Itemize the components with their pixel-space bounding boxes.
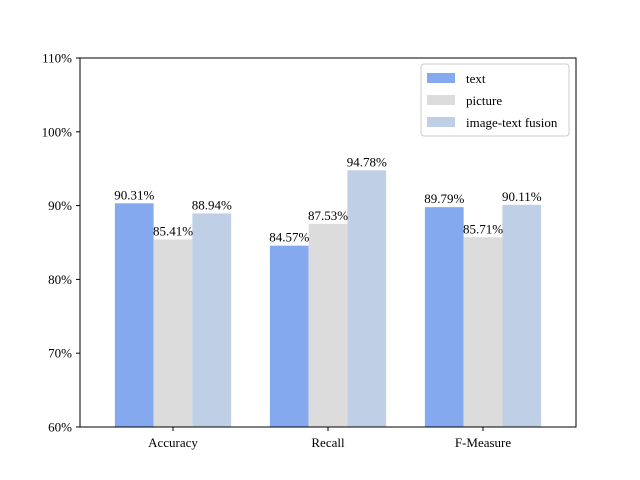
- y-tick-label: 90%: [48, 198, 72, 213]
- bar-value-label: 88.94%: [192, 197, 232, 212]
- bar-labels-layer: 90.31% 85.41% 88.94% 84.57% 87.53% 94.78% 89.7…: [114, 154, 542, 244]
- legend-label: image-text fusion: [466, 115, 558, 130]
- bar-value-label: 85.41%: [153, 223, 193, 238]
- bar-value-label: 94.78%: [347, 154, 387, 169]
- bar-value-label: 89.79%: [424, 191, 464, 206]
- y-tick-label: 70%: [48, 346, 72, 361]
- bar-value-label: 87.53%: [308, 208, 348, 223]
- bar-text-f-measure: [424, 207, 464, 427]
- legend-label: picture: [466, 93, 502, 108]
- legend-swatch: [427, 73, 455, 83]
- bar-picture-accuracy: [153, 239, 193, 427]
- y-tick-label: 60%: [48, 420, 72, 435]
- bar-value-label: 85.71%: [463, 221, 503, 236]
- bar-image-text-fusion-recall: [347, 170, 387, 427]
- bar-picture-f-measure: [463, 237, 503, 427]
- legend-swatch: [427, 117, 455, 127]
- legend-box: [420, 63, 570, 137]
- y-tick-label: 110%: [42, 51, 72, 66]
- bar-image-text-fusion-f-measure: [502, 204, 542, 427]
- bar-picture-recall: [308, 223, 348, 427]
- x-tick-label: Recall: [311, 435, 345, 450]
- bar-value-label: 90.31%: [114, 187, 154, 202]
- y-tick-label: 100%: [42, 124, 73, 139]
- bar-text-accuracy: [114, 203, 154, 427]
- bars-layer: [114, 170, 542, 427]
- bar-image-text-fusion-accuracy: [192, 213, 232, 427]
- x-axis: Accuracy Recall F-Measure: [148, 427, 511, 450]
- legend-swatch: [427, 95, 455, 105]
- bar-value-label: 90.11%: [502, 189, 542, 204]
- x-tick-label: F-Measure: [455, 435, 512, 450]
- x-tick-label: Accuracy: [148, 435, 198, 450]
- bar-text-recall: [269, 245, 309, 427]
- legend: text picture image-text fusion: [420, 63, 570, 137]
- y-tick-label: 80%: [48, 272, 72, 287]
- bar-value-label: 84.57%: [269, 230, 309, 245]
- legend-label: text: [466, 71, 486, 86]
- y-axis: 60% 70% 80% 90% 100% 110%: [42, 51, 80, 435]
